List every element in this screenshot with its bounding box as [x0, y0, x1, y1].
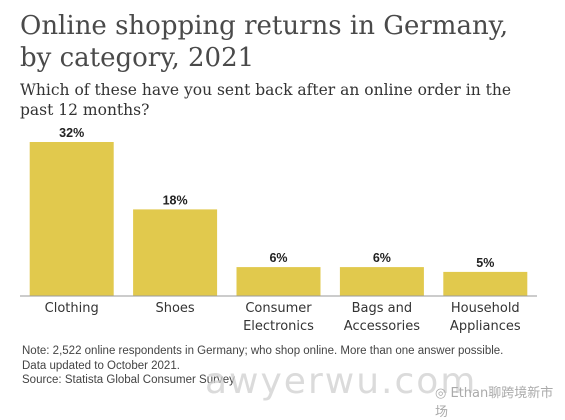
bar-value-label: 32%: [59, 126, 84, 140]
bar-1: [133, 209, 218, 296]
category-label: Accessories: [344, 319, 420, 334]
chart-subtitle-line-2: past 12 months?: [20, 101, 150, 119]
chart-title-line-1: Online shopping returns in Germany,: [20, 11, 509, 41]
chart-note: Note: 2,522 online respondents in German…: [22, 344, 557, 388]
note-line: Data updated to October 2021.: [22, 359, 180, 372]
category-label: Clothing: [45, 301, 99, 316]
watermark-text: awyerwu.com: [205, 361, 478, 402]
wechat-icon: ◎: [435, 386, 451, 401]
watermark-chat-text: Ethan聊跨境新市场: [435, 386, 554, 420]
bar-chart: 32% Clothing 18% Shoes 6% Consumer Electronics…: [20, 126, 537, 334]
category-label: Consumer: [245, 301, 312, 316]
bar-value-label: 6%: [373, 251, 391, 265]
chart-subtitle: Which of these have you sent back after …: [20, 80, 555, 120]
note-line: Note: 2,522 online respondents in German…: [22, 345, 504, 357]
bar-2: [236, 267, 321, 296]
chart-title-line-2: by category, 2021: [20, 43, 255, 73]
category-label: Electronics: [243, 319, 314, 334]
category-label: Bags and: [352, 301, 413, 316]
category-label: Household: [451, 301, 520, 316]
chart-subtitle-line-1: Which of these have you sent back after …: [20, 81, 512, 99]
watermark: awyerwu.com ◎ Ethan聊跨境新市场: [205, 361, 557, 420]
bar-value-label: 18%: [163, 193, 188, 207]
source-line: Source: Statista Global Consumer Survey: [22, 374, 235, 386]
category-label: Appliances: [450, 319, 521, 334]
bar-3: [339, 267, 424, 296]
bar-0: [29, 142, 114, 296]
bar-4: [443, 271, 528, 296]
bar-value-label: 5%: [476, 256, 494, 270]
watermark-chat-label: ◎ Ethan聊跨境新市场: [435, 382, 557, 420]
chart-title: Online shopping returns in Germany, by c…: [20, 10, 555, 74]
bar-value-label: 6%: [269, 251, 287, 265]
category-label: Shoes: [155, 301, 194, 316]
